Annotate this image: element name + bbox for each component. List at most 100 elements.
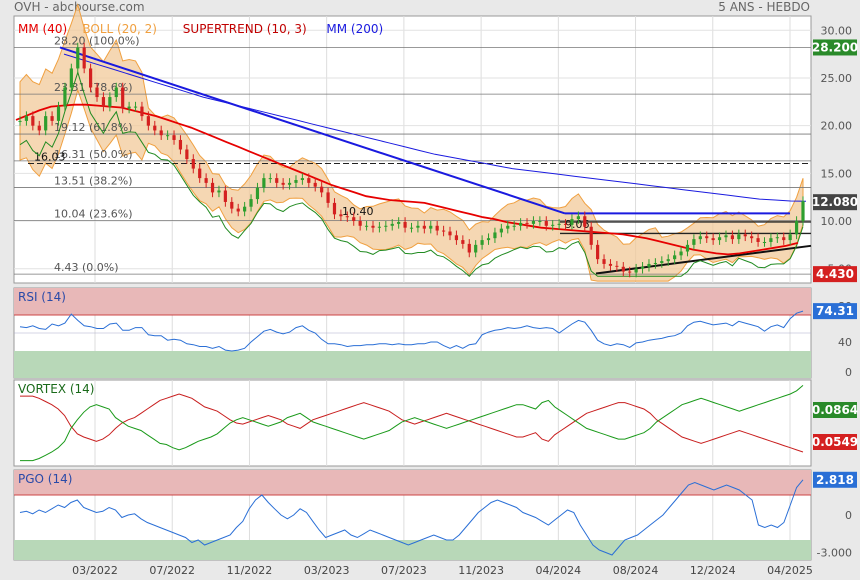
candle — [326, 192, 330, 203]
candle — [397, 221, 401, 224]
candle — [512, 225, 516, 227]
x-tick-label: 03/2023 — [304, 564, 350, 577]
pgo-line — [19, 479, 804, 556]
candle — [551, 224, 555, 226]
y-tick-label: -3.000 — [817, 547, 852, 560]
candle — [44, 116, 48, 131]
candle — [56, 106, 61, 121]
candle — [101, 97, 106, 107]
legend-entry: BOLL (20, 2) — [82, 22, 157, 36]
fib-label: 19.12 (61.8%) — [54, 121, 133, 134]
period-label: 5 ANS - HEBDO — [718, 0, 810, 14]
mm40-line — [15, 103, 799, 256]
fib-label: 13.51 (38.2%) — [54, 175, 133, 188]
candle — [108, 97, 112, 107]
legend-entry: MM (200) — [326, 22, 383, 36]
x-tick-label: 04/2025 — [767, 564, 813, 577]
pgo-badge: 2.818 — [816, 473, 854, 487]
candle — [133, 106, 138, 108]
candle — [724, 235, 728, 238]
candle — [563, 223, 568, 225]
candle — [339, 214, 343, 217]
y-tick-label: 0 — [845, 509, 852, 522]
candle — [76, 47, 80, 69]
vortex-plus-badge-bg — [813, 402, 857, 418]
candle — [281, 182, 285, 185]
candle — [204, 178, 208, 183]
candle — [275, 178, 279, 183]
candle — [223, 190, 227, 202]
x-tick-label: 11/2023 — [458, 564, 504, 577]
candle — [737, 234, 741, 240]
trend-line — [595, 244, 812, 275]
candle — [416, 225, 420, 228]
candle — [146, 116, 150, 126]
candle — [159, 130, 163, 136]
rsi-badge: 74.31 — [816, 304, 854, 318]
candle — [596, 244, 600, 260]
candle — [63, 87, 67, 107]
candle — [711, 238, 715, 241]
candle — [191, 159, 195, 169]
candle — [31, 116, 35, 126]
candle — [762, 241, 767, 243]
candle — [448, 231, 452, 236]
candle — [313, 182, 317, 187]
fib-label: 10.04 (23.6%) — [54, 208, 133, 221]
candle — [570, 219, 574, 225]
candle — [557, 223, 561, 225]
y-tick-label: 15.00 — [821, 167, 853, 180]
candle — [756, 238, 760, 242]
candle — [268, 178, 272, 180]
rsi-line — [19, 310, 804, 352]
candle — [217, 190, 221, 193]
candle — [628, 271, 632, 273]
rsi-oversold-zone — [14, 351, 811, 378]
candle — [794, 221, 799, 235]
level-label: 16.03 — [34, 151, 66, 164]
candle — [750, 236, 754, 239]
candle — [24, 116, 29, 121]
candle — [640, 266, 645, 269]
y-tick-label: 20.00 — [821, 120, 853, 133]
badge-fib-high: 28.200 — [812, 40, 858, 54]
candle — [127, 106, 131, 109]
candle — [114, 87, 118, 98]
vortex-plus-badge: 0.0864 — [812, 403, 858, 417]
candle — [775, 237, 779, 239]
x-tick-label: 07/2022 — [149, 564, 195, 577]
candle — [730, 235, 735, 240]
candle — [18, 120, 22, 122]
candle — [230, 201, 234, 209]
candle — [685, 244, 690, 252]
candle — [467, 243, 471, 253]
candle — [262, 178, 266, 188]
candle — [621, 266, 625, 272]
candle — [441, 230, 446, 232]
mm200-line — [63, 53, 807, 202]
candle — [198, 168, 202, 179]
candle — [801, 201, 805, 222]
candle — [95, 87, 99, 98]
candle — [243, 206, 247, 212]
pgo-badge-bg — [813, 471, 857, 488]
candle — [255, 187, 260, 200]
candle — [377, 226, 382, 228]
rsi-title: RSI (14) — [18, 290, 66, 304]
candle — [743, 234, 747, 237]
candle — [185, 149, 189, 160]
candle — [480, 240, 484, 245]
candle — [140, 106, 144, 117]
candle — [390, 223, 394, 226]
candle — [583, 216, 587, 227]
candle — [461, 240, 465, 244]
candle — [300, 178, 304, 181]
candle — [320, 186, 324, 193]
candle — [705, 236, 709, 239]
vortex-minus-badge-bg — [813, 434, 857, 450]
rsi-badge-bg — [813, 303, 857, 320]
candle — [660, 261, 664, 263]
x-tick-label: 04/2024 — [535, 564, 581, 577]
candle — [345, 216, 349, 218]
